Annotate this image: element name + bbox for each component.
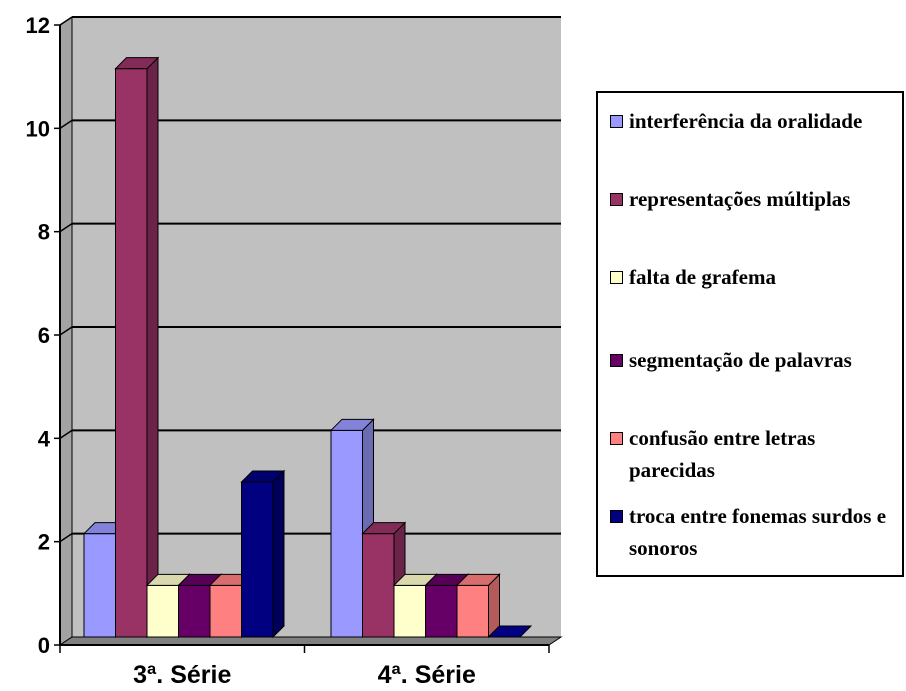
bar-1-4-top	[455, 573, 501, 586]
bar-0-3	[178, 584, 211, 638]
bar-0-1-top	[114, 57, 160, 70]
bar-0-0	[83, 533, 116, 638]
bar-0-5	[241, 481, 274, 638]
legend-label-5: troca entre fonemas surdos e sonoros	[629, 504, 887, 560]
bar-0-4	[209, 584, 242, 638]
bar-0-5-top	[240, 470, 286, 483]
y-tick-label: 2	[38, 530, 50, 555]
legend-swatch-2	[610, 271, 623, 284]
bar-1-5	[487, 625, 533, 638]
legend-label-0: interferência da oralidade	[629, 109, 863, 133]
legend-label-3: segmentação de palavras	[629, 348, 852, 372]
bar-0-2	[146, 584, 179, 638]
y-tick-label: 6	[38, 323, 50, 348]
gridline-side	[59, 119, 73, 129]
bar-1-1-top	[361, 522, 407, 535]
gridline-side	[59, 533, 73, 543]
y-tick-label: 10	[26, 116, 50, 141]
legend-swatch-1	[610, 193, 623, 206]
y-tick-label: 12	[26, 13, 50, 38]
bar-0-5-side	[272, 469, 285, 639]
plot-floor	[58, 636, 563, 646]
bar-1-4	[456, 584, 489, 638]
gridline-side	[59, 223, 73, 233]
bar-1-0	[330, 429, 363, 638]
legend: interferência da oralidade representaçõe…	[596, 91, 904, 577]
legend-swatch-4	[610, 432, 623, 445]
x-tick-label-0: 3ª. Série	[133, 661, 231, 689]
legend-label-2: falta de grafema	[629, 265, 776, 289]
bar-1-2	[393, 584, 426, 638]
legend-swatch-5	[610, 510, 623, 523]
legend-label-4: confusão entre letras parecidas	[629, 426, 816, 482]
gridline-side	[59, 16, 73, 26]
gridline-side	[59, 429, 73, 439]
bar-1-1	[362, 533, 395, 638]
y-tick-label: 4	[38, 426, 51, 451]
legend-swatch-3	[610, 354, 623, 367]
x-tick-label-1: 4ª. Série	[378, 661, 476, 689]
bar-0-1-side	[146, 56, 159, 639]
y-tick-label: 8	[38, 220, 50, 245]
gridline-side	[59, 326, 73, 336]
bar-1-3	[425, 584, 458, 638]
bar-1-0-top	[329, 418, 375, 431]
y-tick-label: 0	[38, 633, 50, 658]
legend-label-1: representações múltiplas	[629, 187, 851, 211]
legend-swatch-0	[610, 115, 623, 128]
bar-0-1	[115, 68, 148, 638]
